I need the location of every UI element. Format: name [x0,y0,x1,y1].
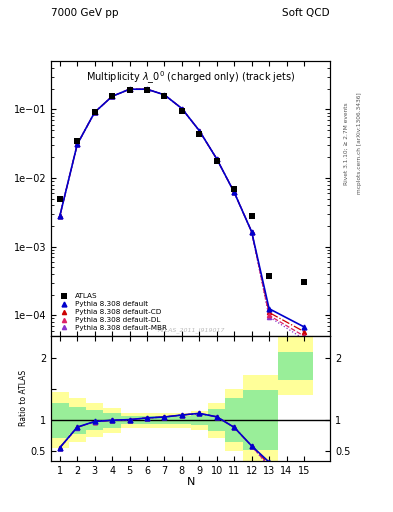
Pythia 8.308 default-CD [249,229,254,235]
Pythia 8.308 default-DL [92,109,97,115]
Line: Pythia 8.308 default: Pythia 8.308 default [57,87,307,329]
Pythia 8.308 default [75,141,80,147]
ATLAS [180,108,184,114]
Line: ATLAS: ATLAS [57,87,307,285]
ATLAS [197,131,202,137]
ATLAS [92,109,97,115]
Line: Pythia 8.308 default-CD: Pythia 8.308 default-CD [58,87,306,334]
Pythia 8.308 default-CD [110,93,114,99]
Pythia 8.308 default-MBR [92,109,97,115]
Pythia 8.308 default-DL [110,93,114,99]
Legend: ATLAS, Pythia 8.308 default, Pythia 8.308 default-CD, Pythia 8.308 default-DL, P: ATLAS, Pythia 8.308 default, Pythia 8.30… [55,292,168,332]
ATLAS [145,87,149,93]
ATLAS [249,213,254,219]
Text: Rivet 3.1.10; ≥ 2.7M events: Rivet 3.1.10; ≥ 2.7M events [344,102,349,185]
Pythia 8.308 default-CD [197,127,202,134]
Pythia 8.308 default-MBR [75,141,80,147]
Pythia 8.308 default-CD [145,86,149,92]
Y-axis label: Ratio to ATLAS: Ratio to ATLAS [19,370,28,426]
Line: Pythia 8.308 default-MBR: Pythia 8.308 default-MBR [58,87,306,341]
Text: Soft QCD: Soft QCD [283,8,330,18]
ATLAS [232,186,237,192]
Pythia 8.308 default-DL [162,92,167,98]
Pythia 8.308 default [267,306,272,312]
Pythia 8.308 default-DL [75,141,80,147]
Pythia 8.308 default-CD [92,109,97,115]
Pythia 8.308 default [145,86,149,92]
Pythia 8.308 default [57,213,62,219]
Pythia 8.308 default-CD [127,86,132,92]
Pythia 8.308 default-CD [162,92,167,98]
X-axis label: N: N [186,477,195,487]
ATLAS [75,138,80,144]
Pythia 8.308 default [180,105,184,112]
Pythia 8.308 default [197,127,202,134]
Text: 7000 GeV pp: 7000 GeV pp [51,8,119,18]
Text: Multiplicity $\lambda\_0^0$ (charged only) (track jets): Multiplicity $\lambda\_0^0$ (charged onl… [86,70,296,87]
Pythia 8.308 default-DL [197,127,202,134]
Pythia 8.308 default-MBR [301,336,306,342]
Pythia 8.308 default [249,229,254,235]
Pythia 8.308 default-CD [301,329,306,335]
ATLAS [301,279,306,285]
Pythia 8.308 default-DL [232,189,237,196]
Pythia 8.308 default-MBR [232,189,237,196]
Text: mcplots.cern.ch [arXiv:1306.3436]: mcplots.cern.ch [arXiv:1306.3436] [357,93,362,194]
Pythia 8.308 default-CD [180,105,184,112]
Pythia 8.308 default-DL [267,312,272,318]
Pythia 8.308 default [215,156,219,162]
Pythia 8.308 default [92,109,97,115]
Line: Pythia 8.308 default-DL: Pythia 8.308 default-DL [58,87,306,338]
Pythia 8.308 default-MBR [110,93,114,99]
Pythia 8.308 default-DL [145,86,149,92]
Pythia 8.308 default-MBR [215,156,219,162]
Pythia 8.308 default-DL [215,156,219,162]
Pythia 8.308 default-CD [57,213,62,219]
Pythia 8.308 default-MBR [162,92,167,98]
Pythia 8.308 default-CD [215,156,219,162]
ATLAS [215,158,219,164]
Pythia 8.308 default [127,86,132,92]
Pythia 8.308 default-DL [249,229,254,235]
Pythia 8.308 default-CD [75,141,80,147]
Pythia 8.308 default-CD [232,189,237,196]
Pythia 8.308 default-DL [127,86,132,92]
ATLAS [127,87,132,93]
Pythia 8.308 default-MBR [267,314,272,320]
Text: ATLAS_2011_I919017: ATLAS_2011_I919017 [157,328,224,333]
Pythia 8.308 default-MBR [57,213,62,219]
Pythia 8.308 default-DL [57,213,62,219]
ATLAS [162,93,167,99]
Pythia 8.308 default [301,324,306,330]
Pythia 8.308 default [162,92,167,98]
Pythia 8.308 default-DL [180,105,184,112]
Pythia 8.308 default-MBR [197,127,202,134]
ATLAS [110,93,114,99]
ATLAS [57,196,62,202]
Pythia 8.308 default-MBR [145,86,149,92]
Pythia 8.308 default-DL [301,333,306,339]
Pythia 8.308 default-MBR [249,229,254,235]
Pythia 8.308 default-MBR [127,86,132,92]
Pythia 8.308 default [110,93,114,99]
Pythia 8.308 default [232,189,237,196]
Pythia 8.308 default-CD [267,309,272,315]
ATLAS [267,272,272,279]
Pythia 8.308 default-MBR [180,105,184,112]
